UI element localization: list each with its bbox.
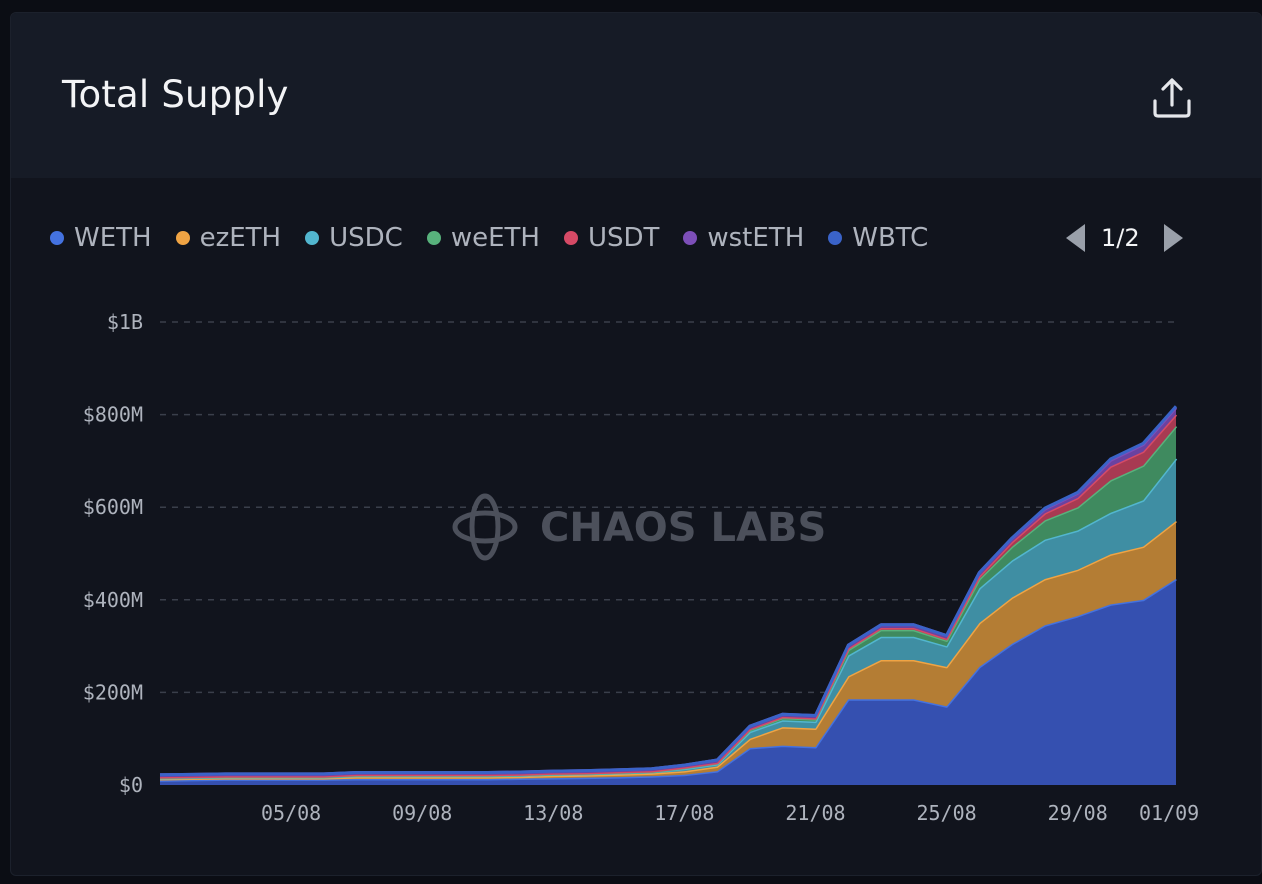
chart-legend: WETH ezETH USDC weETH USDT wstETH WBTC xyxy=(50,218,952,258)
legend-dot xyxy=(563,231,578,245)
pager-label: 1/2 xyxy=(1101,224,1140,252)
x-tick-label: 29/08 xyxy=(1048,801,1108,825)
x-tick-label: 25/08 xyxy=(916,801,976,825)
legend-item-wbtc[interactable]: WBTC xyxy=(828,223,928,253)
x-tick-label: 01/09 xyxy=(1139,801,1199,825)
total-supply-card: Total Supply xyxy=(10,12,1262,876)
legend-label: WBTC xyxy=(852,223,929,253)
y-tick-label: $800M xyxy=(83,403,143,427)
legend-dot xyxy=(50,231,64,245)
legend-dot xyxy=(683,231,698,245)
pager-next-icon[interactable] xyxy=(1163,224,1183,252)
area-weth xyxy=(160,579,1176,785)
legend-label: USDC xyxy=(329,223,403,253)
legend-label: wstETH xyxy=(707,223,805,253)
area-ezeth xyxy=(160,521,1176,781)
watermark-text: CHAOS LABS xyxy=(540,505,826,551)
legend-item-weeth[interactable]: weETH xyxy=(426,223,540,253)
legend-label: ezETH xyxy=(199,223,282,253)
pager-prev-icon[interactable] xyxy=(1066,224,1085,252)
legend-label: USDT xyxy=(587,223,660,253)
legend-label: weETH xyxy=(450,223,540,253)
x-tick-label: 21/08 xyxy=(785,801,845,825)
legend-dot xyxy=(305,231,320,245)
legend-item-ezeth[interactable]: ezETH xyxy=(175,223,282,253)
x-tick-label: 17/08 xyxy=(654,801,714,825)
y-tick-label: $200M xyxy=(83,680,143,704)
legend-dot xyxy=(175,231,190,245)
legend-dot xyxy=(426,231,441,245)
legend-pager: 1/2 xyxy=(1066,220,1183,256)
legend-item-usdt[interactable]: USDT xyxy=(563,223,660,253)
legend-dot xyxy=(828,231,843,245)
export-button[interactable] xyxy=(1149,75,1195,121)
legend-label: WETH xyxy=(74,223,152,253)
x-axis: 05/08 09/08 13/08 17/08 21/08 25/08 29/08 01/09 xyxy=(261,801,1199,825)
x-tick-label: 13/08 xyxy=(523,801,583,825)
y-tick-label: $600M xyxy=(83,495,143,519)
area-layer xyxy=(159,405,1178,785)
legend-item-weth[interactable]: WETH xyxy=(50,223,152,253)
watermark: CHAOS LABS xyxy=(452,493,826,561)
x-tick-label: 05/08 xyxy=(261,801,321,825)
y-tick-label: $1B xyxy=(107,310,143,334)
area-usdc xyxy=(160,458,1176,779)
chaos-labs-logo-icon xyxy=(452,493,518,561)
chart-title: Total Supply xyxy=(62,73,289,116)
legend-item-wsteth[interactable]: wstETH xyxy=(683,223,804,253)
legend-item-usdc[interactable]: USDC xyxy=(305,223,403,253)
share-upload-icon xyxy=(1153,78,1191,118)
y-tick-label: $400M xyxy=(83,588,143,612)
y-tick-label: $0 xyxy=(119,773,143,797)
y-axis: $0 $200M $400M $600M $800M $1B xyxy=(83,310,143,797)
grid-layer xyxy=(160,321,1176,694)
card-header: Total Supply xyxy=(11,13,1261,178)
x-tick-label: 09/08 xyxy=(392,801,452,825)
line-wbtc xyxy=(159,405,1178,777)
